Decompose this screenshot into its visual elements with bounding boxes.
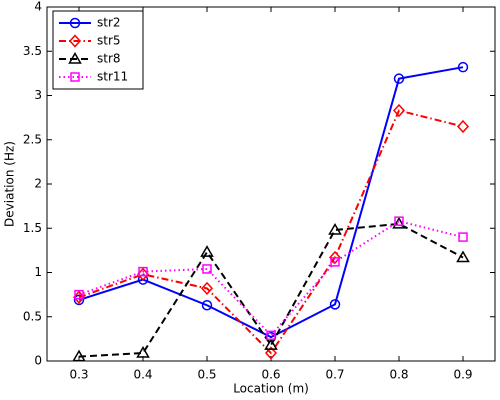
legend-label: str2 bbox=[97, 16, 121, 30]
marker bbox=[392, 103, 406, 118]
marker bbox=[264, 346, 278, 360]
marker bbox=[458, 232, 468, 242]
marker bbox=[136, 346, 150, 358]
marker bbox=[393, 73, 405, 84]
legend-marker bbox=[68, 52, 82, 64]
x-tick-label: 0.9 bbox=[453, 368, 472, 382]
legend-marker bbox=[70, 72, 80, 82]
marker bbox=[328, 223, 342, 235]
marker bbox=[73, 294, 85, 306]
x-axis-label: Location (m) bbox=[233, 382, 309, 396]
y-tick-label: 2.5 bbox=[23, 132, 42, 146]
x-tick-label: 0.8 bbox=[389, 368, 408, 382]
y-tick-label: 3.5 bbox=[23, 44, 42, 58]
x-tick-label: 0.7 bbox=[325, 368, 344, 382]
marker bbox=[456, 119, 470, 134]
marker bbox=[201, 299, 213, 311]
series-line bbox=[78, 109, 464, 355]
marker bbox=[200, 245, 214, 257]
marker bbox=[329, 299, 341, 310]
x-tick-label: 0.3 bbox=[69, 368, 88, 382]
series-line bbox=[78, 220, 464, 337]
y-tick-label: 2 bbox=[34, 177, 42, 191]
x-tick-label: 0.5 bbox=[197, 368, 216, 382]
marker bbox=[330, 257, 340, 267]
x-tick-label: 0.4 bbox=[133, 368, 152, 382]
marker bbox=[457, 61, 469, 73]
y-axis-label: Deviation (Hz) bbox=[3, 141, 17, 227]
y-tick-label: 4 bbox=[34, 0, 42, 14]
marker bbox=[138, 266, 148, 277]
y-tick-label: 1.5 bbox=[23, 221, 42, 235]
y-tick-label: 1 bbox=[34, 265, 42, 279]
marker bbox=[392, 216, 406, 229]
y-tick-label: 0.5 bbox=[23, 309, 42, 323]
legend-label: str5 bbox=[97, 34, 121, 48]
marker bbox=[200, 281, 214, 296]
y-tick-label: 3 bbox=[34, 88, 42, 102]
legend-marker bbox=[69, 17, 81, 29]
marker bbox=[394, 216, 404, 226]
marker bbox=[74, 289, 84, 300]
marker bbox=[266, 330, 276, 341]
marker bbox=[72, 349, 86, 362]
legend: str2 str5 str8 str11 bbox=[52, 10, 144, 90]
y-tick-label: 0 bbox=[34, 354, 42, 368]
legend-label: str11 bbox=[97, 70, 128, 84]
legend-label: str8 bbox=[97, 52, 121, 66]
marker bbox=[202, 264, 212, 274]
x-tick-label: 0.6 bbox=[261, 368, 280, 382]
legend-marker bbox=[68, 34, 82, 48]
marker bbox=[264, 338, 278, 350]
marker bbox=[456, 250, 470, 263]
